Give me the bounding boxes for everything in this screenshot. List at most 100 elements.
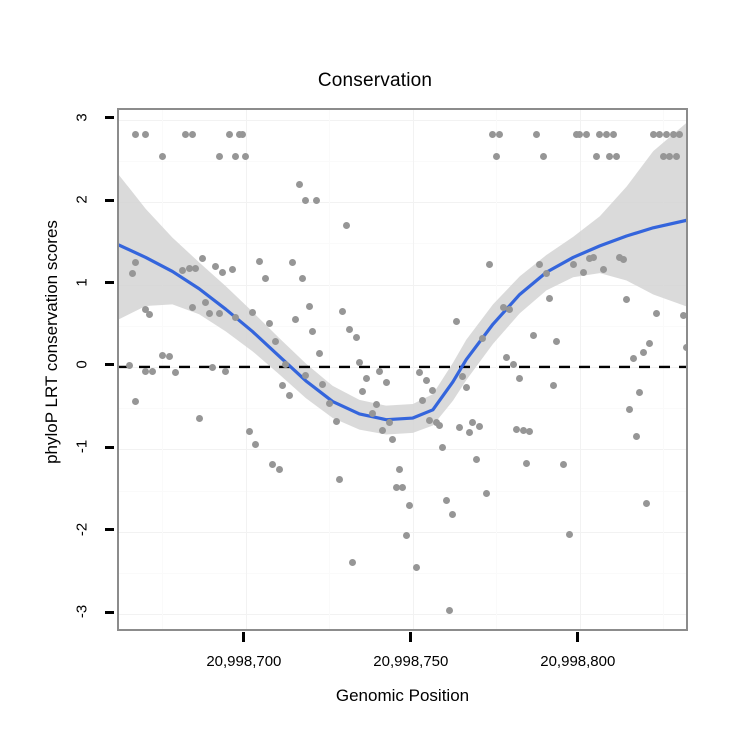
- y-axis-label: phyloP LRT conservation scores: [42, 220, 61, 464]
- x-axis-label: Genomic Position: [335, 686, 470, 705]
- scatter-point: [566, 530, 574, 538]
- scatter-point: [359, 388, 367, 396]
- scatter-point: [526, 427, 534, 435]
- scatter-point: [623, 295, 631, 303]
- scatter-point: [489, 131, 497, 139]
- scatter-point: [426, 417, 434, 424]
- scatter-point: [302, 197, 310, 205]
- y-tick-mark: [105, 363, 114, 367]
- scatter-point: [446, 607, 454, 615]
- scatter-point: [582, 131, 590, 139]
- scatter-point: [669, 131, 677, 139]
- scatter-point: [252, 440, 260, 448]
- scatter-point: [142, 131, 150, 139]
- scatter-point: [158, 351, 166, 359]
- scatter-point: [482, 490, 490, 498]
- scatter-point: [302, 371, 310, 379]
- scatter-point: [663, 131, 671, 139]
- scatter-point: [436, 421, 444, 429]
- scatter-point: [309, 328, 317, 336]
- scatter-point: [355, 359, 363, 367]
- scatter-point: [382, 379, 390, 387]
- grid-line-horizontal: [119, 531, 686, 533]
- scatter-point: [559, 460, 567, 468]
- plot-panel: [117, 108, 688, 631]
- scatter-point: [389, 435, 397, 443]
- x-tick-mark: [576, 632, 580, 642]
- scatter-point: [265, 319, 273, 327]
- scatter-point: [312, 197, 320, 205]
- scatter-point: [219, 268, 226, 276]
- scatter-point: [419, 397, 427, 405]
- scatter-point: [349, 558, 357, 566]
- scatter-point: [646, 340, 654, 348]
- scatter-point: [659, 153, 667, 161]
- scatter-point: [165, 352, 173, 360]
- scatter-point: [185, 265, 193, 273]
- scatter-point: [289, 258, 297, 266]
- scatter-point: [292, 315, 300, 323]
- y-tick-label: 3: [73, 113, 91, 122]
- scatter-point: [639, 348, 647, 356]
- scatter-point: [439, 444, 447, 452]
- scatter-point: [683, 343, 686, 351]
- y-tick-label: 0: [73, 360, 91, 369]
- scatter-point: [512, 426, 520, 434]
- grid-line-vertical-minor: [663, 110, 665, 629]
- scatter-point: [182, 131, 190, 139]
- scatter-point: [593, 153, 600, 161]
- y-tick-label: -1: [73, 440, 91, 454]
- scatter-point: [569, 261, 577, 269]
- scatter-point: [469, 419, 477, 427]
- scatter-point: [255, 258, 263, 266]
- scatter-point: [142, 368, 150, 376]
- scatter-point: [412, 563, 420, 571]
- scatter-point: [422, 377, 430, 385]
- scatter-point: [486, 260, 494, 268]
- scatter-point: [666, 153, 674, 161]
- scatter-point: [429, 387, 437, 395]
- scatter-point: [262, 275, 270, 283]
- scatter-point: [539, 153, 547, 161]
- scatter-point: [466, 428, 474, 436]
- scatter-point: [679, 311, 686, 319]
- scatter-point: [529, 332, 537, 340]
- y-tick-mark: [105, 528, 114, 532]
- scatter-point: [198, 254, 206, 262]
- grid-line-horizontal: [119, 614, 686, 616]
- scatter-point: [285, 392, 293, 400]
- scatter-point: [649, 131, 657, 139]
- scatter-point: [305, 303, 313, 311]
- scatter-point: [656, 131, 664, 139]
- scatter-point: [128, 270, 136, 278]
- scatter-point: [633, 432, 641, 440]
- scatter-point: [132, 258, 140, 266]
- scatter-point: [375, 368, 383, 376]
- scatter-point: [549, 381, 557, 389]
- y-tick-mark: [105, 116, 114, 120]
- grid-line-horizontal-minor: [119, 490, 686, 492]
- scatter-point: [205, 309, 213, 317]
- scatter-point: [456, 423, 464, 431]
- grid-line-vertical-minor: [329, 110, 331, 629]
- scatter-point: [145, 310, 153, 318]
- grid-line-horizontal: [119, 119, 686, 121]
- x-tick-label: 20,998,800: [540, 653, 616, 670]
- scatter-point: [225, 131, 233, 139]
- grid-line-vertical: [579, 110, 581, 629]
- scatter-point: [362, 375, 370, 382]
- scatter-point: [472, 455, 480, 463]
- scatter-point: [452, 318, 460, 326]
- grid-line-horizontal-minor: [119, 325, 686, 327]
- scatter-point: [687, 405, 689, 412]
- chart-title: Conservation: [317, 70, 433, 91]
- scatter-point: [202, 299, 210, 307]
- grid-line-horizontal-minor: [119, 243, 686, 245]
- scatter-point: [442, 496, 450, 504]
- scatter-point: [325, 399, 333, 407]
- scatter-point: [596, 131, 604, 139]
- trend-line: [119, 218, 686, 422]
- scatter-point: [546, 295, 554, 303]
- scatter-point: [195, 415, 203, 423]
